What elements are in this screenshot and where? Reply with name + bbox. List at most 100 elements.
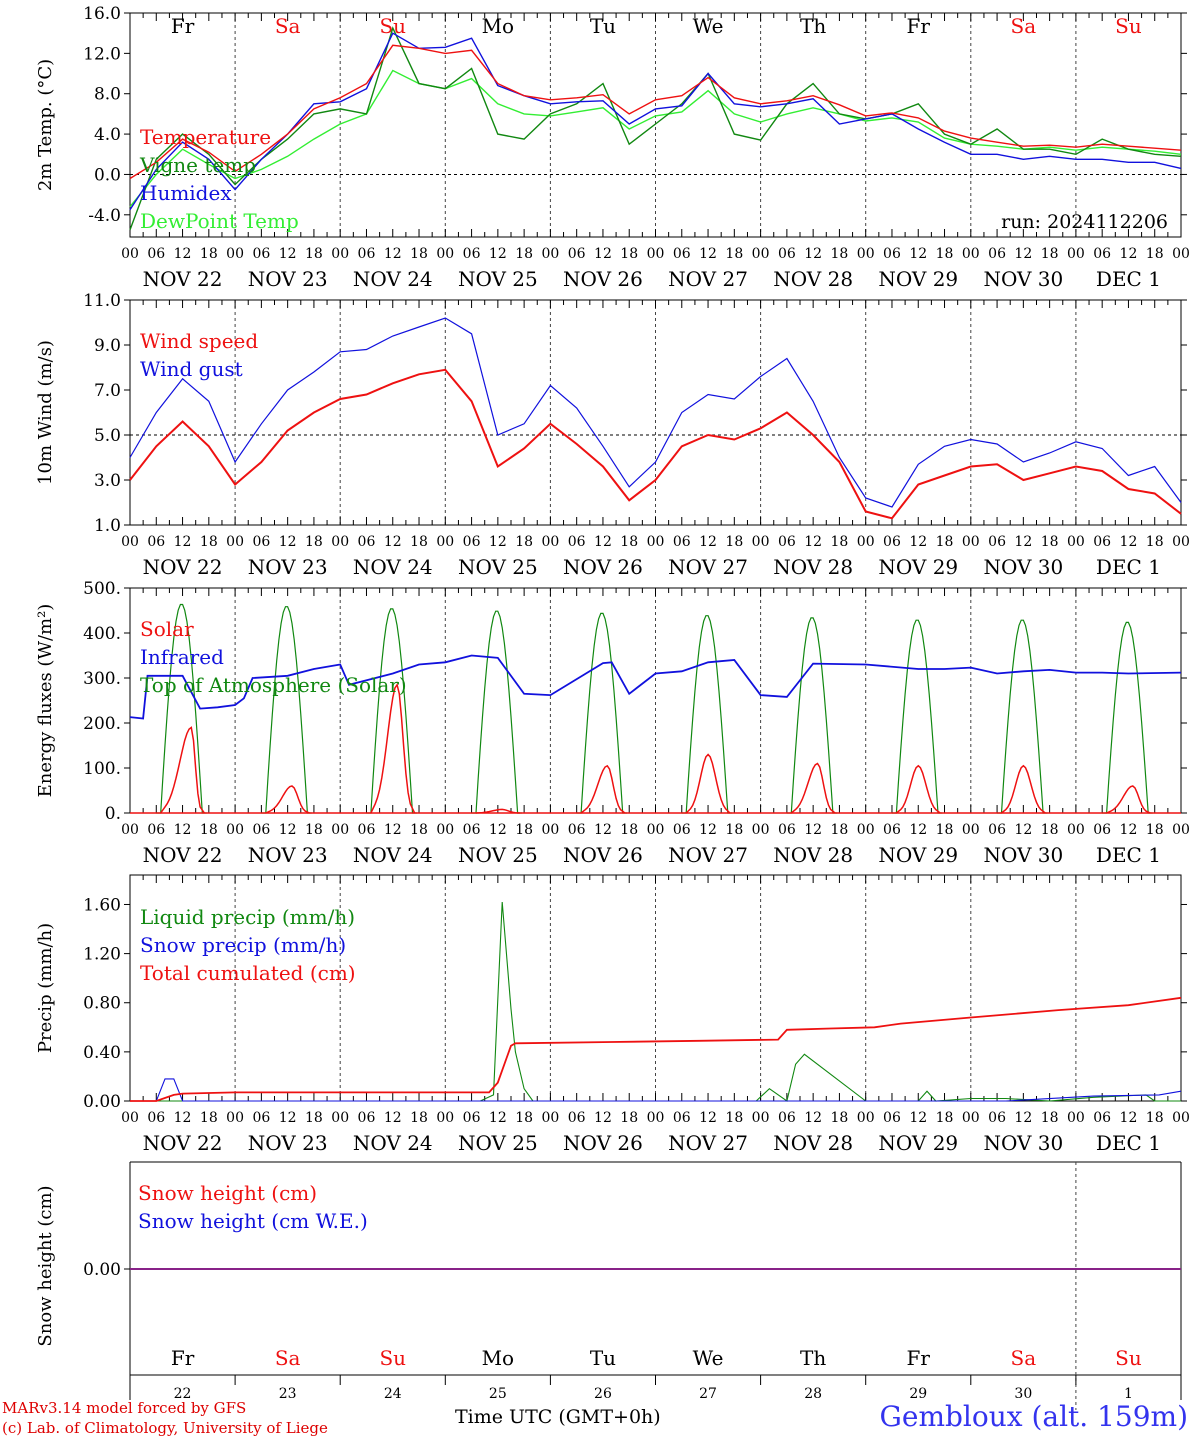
series-line-solar	[1106, 785, 1151, 814]
hour-tick-label: 18	[831, 822, 849, 838]
y-tick-label: 5.0	[94, 426, 121, 446]
date-label: NOV 23	[248, 843, 328, 867]
hour-tick-label: 06	[883, 1110, 901, 1126]
hour-tick-label: 12	[384, 246, 402, 262]
hour-tick-label: 06	[568, 534, 586, 550]
date-label: NOV 30	[983, 1131, 1063, 1155]
hour-tick-label: 18	[725, 1110, 743, 1126]
day-name-label: Th	[800, 14, 826, 38]
day-name-label: Sa	[1011, 1346, 1037, 1370]
legend-entry: Snow height (cm)	[138, 1181, 317, 1205]
legend-entry: Snow height (cm W.E.)	[138, 1209, 368, 1233]
day-number-label: 26	[594, 1386, 612, 1402]
hour-tick-label: 12	[909, 534, 927, 550]
hour-tick-label: 06	[358, 246, 376, 262]
date-label: NOV 26	[563, 267, 643, 291]
day-name-label: Su	[379, 1346, 406, 1370]
hour-tick-label: 18	[200, 246, 218, 262]
date-label: NOV 27	[668, 1131, 748, 1155]
day-number-label: 28	[804, 1386, 822, 1402]
hour-tick-label: 06	[883, 822, 901, 838]
hour-tick-label: 00	[857, 822, 875, 838]
series-line-solar	[685, 753, 731, 814]
hour-tick-label: 06	[463, 822, 481, 838]
hour-tick-label: 00	[752, 246, 770, 262]
y-tick-label: 0.0	[94, 165, 121, 185]
day-name-label: Su	[1115, 14, 1142, 38]
run-label: run: 2024112206	[1001, 211, 1168, 233]
hour-tick-label: 18	[1146, 534, 1164, 550]
hour-tick-label: 00	[752, 534, 770, 550]
hour-tick-label: 06	[673, 246, 691, 262]
series-line-infrared	[129, 654, 1182, 720]
date-label: NOV 30	[983, 555, 1063, 579]
hour-tick-label: 18	[725, 534, 743, 550]
hour-tick-label: 18	[936, 246, 954, 262]
day-name-label: Th	[800, 1346, 826, 1370]
hour-tick-label: 18	[620, 534, 638, 550]
series-line-toa	[576, 612, 627, 814]
hour-tick-label: 18	[831, 534, 849, 550]
day-number-label: 22	[174, 1386, 192, 1402]
date-label: NOV 24	[353, 267, 433, 291]
hour-tick-label: 18	[936, 822, 954, 838]
station-name: Gembloux (alt. 159m)	[879, 1400, 1189, 1433]
panel-wind: 1.0 3.0 5.0 7.0 9.0 11.0 10m Wind (m/s) 00 06 12 1…	[35, 291, 1190, 579]
hour-tick-label: 12	[279, 246, 297, 262]
hour-tick-label: 12	[594, 822, 612, 838]
hour-tick-label: 12	[1014, 534, 1032, 550]
hour-tick-label: 18	[515, 246, 533, 262]
legend-entry: Vigne temp	[139, 153, 256, 177]
hour-tick-label: 12	[1014, 1110, 1032, 1126]
hour-tick-label: 00	[541, 1110, 559, 1126]
date-label: NOV 23	[248, 267, 328, 291]
hour-tick-label: 00	[647, 822, 665, 838]
hour-tick-label: 00	[541, 822, 559, 838]
y-axis-label: Snow height (cm)	[35, 1185, 56, 1346]
hour-tick-label: 06	[1093, 1110, 1111, 1126]
panel-precip: 0.00 0.40 0.80 1.20 1.60 Precip (mm/h) 00 06 12 1…	[35, 874, 1190, 1155]
date-label: DEC 1	[1096, 1131, 1161, 1155]
hour-tick-label: 18	[410, 1110, 428, 1126]
hour-tick-label: 12	[279, 534, 297, 550]
y-tick-label: 8.0	[94, 85, 121, 105]
hour-tick-label: 18	[620, 246, 638, 262]
date-label: NOV 27	[668, 267, 748, 291]
series-line-dewpoint-temp	[129, 69, 1182, 208]
hour-tick-label: 06	[778, 1110, 796, 1126]
hour-tick-label: 12	[174, 534, 192, 550]
hour-tick-label: 12	[804, 246, 822, 262]
y-tick-label: 100.	[83, 759, 121, 779]
hour-tick-label: 18	[410, 534, 428, 550]
hour-tick-label: 00	[436, 534, 454, 550]
hour-tick-label: 00	[1067, 534, 1085, 550]
date-label: NOV 28	[773, 843, 853, 867]
hour-tick-label: 00	[752, 822, 770, 838]
hour-tick-label: 00	[436, 246, 454, 262]
day-number-label: 27	[699, 1386, 717, 1402]
day-number-label: 30	[1014, 1386, 1032, 1402]
day-name-label: Sa	[275, 1346, 301, 1370]
hour-tick-label: 18	[620, 1110, 638, 1126]
hour-tick-label: 00	[331, 246, 349, 262]
y-tick-label: 1.0	[94, 516, 121, 536]
hour-tick-label: 06	[252, 1110, 270, 1126]
hour-tick-label: 06	[147, 534, 165, 550]
day-name-label: Sa	[275, 14, 301, 38]
hour-tick-label: 00	[962, 534, 980, 550]
hour-tick-label: 06	[988, 822, 1006, 838]
y-tick-label: 9.0	[94, 336, 121, 356]
hour-tick-label: 12	[174, 822, 192, 838]
hour-tick-label: 00	[1067, 246, 1085, 262]
hour-tick-label: 06	[673, 1110, 691, 1126]
hour-tick-label: 18	[936, 534, 954, 550]
hour-tick-label: 12	[489, 1110, 507, 1126]
hour-tick-label: 12	[804, 822, 822, 838]
hour-tick-label: 18	[1146, 822, 1164, 838]
day-number-label: 1	[1124, 1386, 1133, 1402]
hour-tick-label: 00	[857, 534, 875, 550]
hour-tick-label: 18	[620, 822, 638, 838]
panel-frame	[129, 12, 1182, 238]
series-line-wind-gust	[129, 317, 1182, 508]
date-label: NOV 28	[773, 267, 853, 291]
